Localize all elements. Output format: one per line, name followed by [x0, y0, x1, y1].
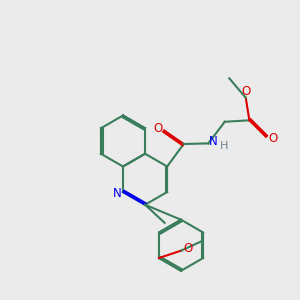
Text: N: N	[209, 135, 218, 148]
Text: O: O	[242, 85, 251, 98]
Text: O: O	[153, 122, 162, 135]
Text: H: H	[220, 141, 228, 151]
Text: O: O	[184, 242, 193, 255]
Text: O: O	[269, 132, 278, 145]
Text: N: N	[113, 187, 122, 200]
